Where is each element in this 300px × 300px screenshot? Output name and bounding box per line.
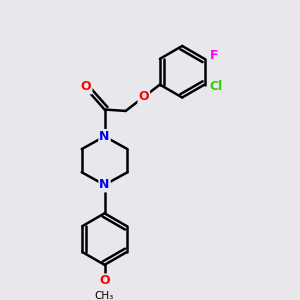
Text: O: O [139, 90, 149, 104]
Text: O: O [81, 80, 92, 94]
Text: CH₃: CH₃ [94, 291, 113, 300]
Text: N: N [99, 130, 110, 143]
Text: O: O [99, 274, 110, 287]
Text: N: N [99, 178, 110, 191]
Text: F: F [210, 50, 218, 62]
Text: Cl: Cl [209, 80, 222, 93]
